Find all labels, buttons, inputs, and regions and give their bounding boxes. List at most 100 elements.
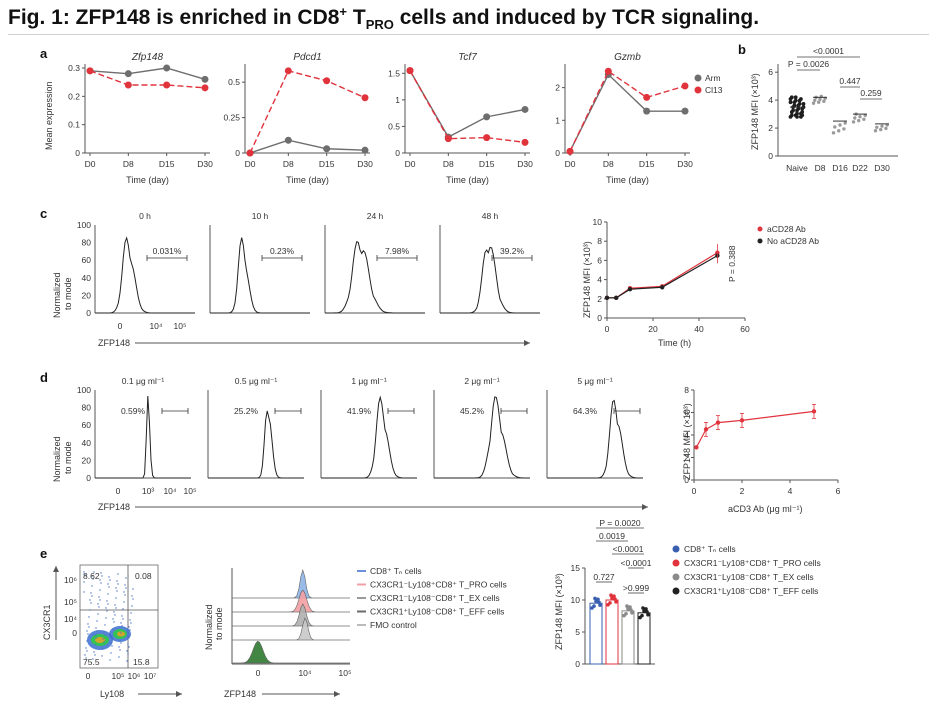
y-tick-label: 10 bbox=[571, 595, 581, 605]
event-dot bbox=[100, 582, 102, 584]
data-point bbox=[629, 608, 633, 612]
data-point bbox=[614, 295, 619, 301]
data-point bbox=[792, 103, 797, 108]
bar bbox=[589, 602, 603, 665]
event-dot bbox=[106, 610, 108, 612]
legend-label: CX3CR1⁺Ly108⁻CD8⁺ T_EFF cells bbox=[370, 607, 504, 617]
x-tick-label: D0 bbox=[245, 159, 256, 169]
event-dot bbox=[96, 630, 98, 632]
y-tick-label: 0 bbox=[575, 659, 580, 669]
panel-d-line-xlabel: aCD3 Ab (μg ml⁻¹) bbox=[728, 504, 802, 514]
event-dot bbox=[87, 623, 89, 625]
data-point-arm bbox=[521, 105, 529, 113]
data-point-cl13 bbox=[201, 84, 209, 92]
figure-title: Fig. 1: ZFP148 is enriched in CD8+ TPRO … bbox=[8, 4, 760, 33]
legend-acd28-label: aCD28 Ab bbox=[767, 224, 806, 234]
legend-label: FMO control bbox=[370, 620, 417, 630]
concentration-label: 0.5 μg ml⁻¹ bbox=[235, 376, 278, 386]
x-tick-label: 0 bbox=[118, 321, 123, 331]
event-dot bbox=[92, 578, 94, 580]
event-dot bbox=[132, 588, 134, 590]
flow-plot-frame bbox=[79, 564, 159, 669]
event-dot bbox=[108, 576, 110, 578]
x-tick-label: 10⁴ bbox=[163, 486, 176, 496]
panel-a-letter: a bbox=[40, 46, 48, 61]
legend-marker bbox=[672, 587, 680, 595]
y-tick-label: 6 bbox=[768, 67, 773, 77]
gene-title: Pdcd1 bbox=[293, 52, 321, 63]
y-tick-label: 0.5 bbox=[388, 121, 400, 131]
x-tick-label: D0 bbox=[405, 159, 416, 169]
data-point bbox=[789, 113, 794, 118]
event-dot bbox=[84, 654, 86, 656]
data-point bbox=[609, 593, 613, 597]
data-point bbox=[645, 610, 649, 614]
event-dot bbox=[116, 590, 118, 592]
event-dot bbox=[91, 595, 93, 597]
bar bbox=[605, 599, 619, 665]
data-point bbox=[880, 124, 884, 128]
x-tick-label: 0 bbox=[256, 668, 261, 678]
y-tick-label: 1 bbox=[555, 115, 560, 125]
series-line bbox=[607, 255, 718, 299]
percent-label: 39.2% bbox=[500, 246, 525, 256]
event-dot bbox=[90, 592, 92, 594]
x-tick-label: 10⁵ bbox=[112, 671, 125, 681]
event-dot bbox=[125, 577, 127, 579]
data-point bbox=[853, 116, 857, 120]
data-point-cl13 bbox=[566, 147, 574, 155]
significance-label: <0.0001 bbox=[621, 558, 652, 568]
panel-b-ylabel: ZFP148 MFI (×10³) bbox=[750, 73, 760, 150]
y-tick-label: 15 bbox=[571, 563, 581, 573]
legend-marker bbox=[672, 559, 680, 567]
event-dot bbox=[97, 603, 99, 605]
panel-d-line-ylabel: ZFP148 MFI (×10³) bbox=[682, 403, 692, 480]
concentration-label: 0.1 μg ml⁻¹ bbox=[122, 376, 165, 386]
legend-marker bbox=[672, 573, 680, 581]
y-tick-label: 0 bbox=[86, 308, 91, 318]
y-tick-label: 6 bbox=[684, 408, 689, 418]
gene-title: Tcf7 bbox=[458, 52, 477, 63]
y-tick-label: 4 bbox=[768, 95, 773, 105]
data-point bbox=[788, 100, 793, 105]
histogram-trace bbox=[325, 241, 425, 314]
data-point bbox=[630, 611, 634, 615]
event-dot bbox=[121, 625, 123, 627]
event-dot bbox=[86, 640, 88, 642]
panel-c-pvalue: P = 0.388 bbox=[727, 245, 737, 282]
panel-c-line-xlabel: Time (h) bbox=[658, 338, 691, 348]
event-dot bbox=[104, 634, 106, 636]
data-point bbox=[625, 604, 629, 608]
x-tick-label: D8 bbox=[443, 159, 454, 169]
x-tick-label: D8 bbox=[283, 159, 294, 169]
panel-a-charts: Zfp148 0 0.1 0.2 0.3 D0 D8 D15 D30 Time (day) Pdcd… bbox=[68, 52, 693, 185]
event-dot bbox=[112, 618, 114, 620]
event-dot bbox=[83, 581, 85, 583]
legend-label: CX3CR1⁻Ly108⁺CD8⁺ T_PRO cells bbox=[684, 558, 821, 568]
histogram-layer bbox=[232, 568, 350, 599]
data-point bbox=[660, 285, 665, 290]
data-point bbox=[884, 126, 888, 131]
event-dot bbox=[102, 648, 104, 650]
data-point bbox=[793, 95, 798, 100]
panel-e-flow-xlabel: Ly108 bbox=[100, 689, 124, 699]
panel-a-legend: Arm Cl13 bbox=[694, 73, 723, 95]
panel-b-letter: b bbox=[738, 42, 746, 57]
x-tick-label: 0 bbox=[116, 486, 121, 496]
data-point bbox=[833, 125, 837, 129]
data-point bbox=[614, 600, 618, 604]
panel-e-hist-xarrowhead bbox=[334, 691, 340, 697]
x-tick-label: D15 bbox=[639, 159, 655, 169]
event-dot bbox=[85, 647, 87, 649]
event-dot bbox=[93, 651, 95, 653]
event-dot bbox=[117, 583, 119, 585]
y-tick-label: 5 bbox=[575, 627, 580, 637]
y-tick-label: 0.2 bbox=[68, 91, 80, 101]
event-dot bbox=[101, 655, 103, 657]
data-point bbox=[624, 611, 628, 616]
series-line-cl13 bbox=[409, 70, 526, 144]
x-tick-label: D30 bbox=[197, 159, 213, 169]
x-tick-label: 4 bbox=[788, 486, 793, 496]
panel-d-xaxis-label: ZFP148 bbox=[98, 502, 130, 512]
